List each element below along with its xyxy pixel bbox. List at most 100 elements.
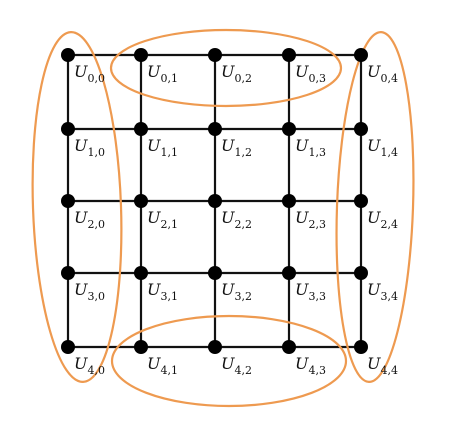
node-label-letter: U: [221, 208, 235, 227]
node-label-2-2: U2,2: [221, 208, 252, 231]
node-0-3: [282, 48, 296, 62]
node-label-3-3: U3,3: [295, 280, 326, 303]
node-4-2: [208, 340, 222, 354]
right-column-group: [335, 31, 415, 383]
node-label-letter: U: [147, 136, 161, 155]
node-label-letter: U: [221, 354, 235, 373]
node-4-4: [354, 340, 368, 354]
node-3-4: [354, 266, 368, 280]
node-label-0-4: U0,4: [367, 62, 398, 85]
node-label-letter: U: [74, 136, 88, 155]
node-3-0: [61, 266, 75, 280]
node-label-subscript: 0,1: [160, 72, 178, 85]
grid-nodes: [61, 48, 368, 354]
node-label-letter: U: [367, 280, 381, 299]
node-0-0: [61, 48, 75, 62]
node-2-0: [61, 194, 75, 208]
node-1-2: [208, 122, 222, 136]
node-label-subscript: 0,0: [87, 72, 105, 85]
node-label-subscript: 2,4: [380, 218, 398, 231]
node-label-letter: U: [74, 354, 88, 373]
node-1-1: [134, 122, 148, 136]
node-label-letter: U: [74, 280, 88, 299]
node-label-letter: U: [147, 208, 161, 227]
node-label-letter: U: [221, 62, 235, 81]
node-label-subscript: 4,4: [380, 364, 398, 377]
node-0-1: [134, 48, 148, 62]
node-label-letter: U: [221, 136, 235, 155]
node-label-2-1: U2,1: [147, 208, 178, 231]
node-label-subscript: 3,0: [87, 290, 105, 303]
node-1-4: [354, 122, 368, 136]
node-label-subscript: 4,0: [87, 364, 105, 377]
node-label-2-3: U2,3: [295, 208, 326, 231]
node-label-subscript: 1,3: [308, 146, 326, 159]
node-label-letter: U: [295, 354, 309, 373]
node-label-1-2: U1,2: [221, 136, 252, 159]
node-label-subscript: 1,1: [160, 146, 178, 159]
top-row-group: [109, 28, 343, 108]
node-2-2: [208, 194, 222, 208]
node-label-0-1: U0,1: [147, 62, 178, 85]
node-label-letter: U: [147, 62, 161, 81]
left-column-group: [31, 30, 123, 384]
node-label-letter: U: [147, 280, 161, 299]
node-label-subscript: 4,1: [160, 364, 178, 377]
node-label-letter: U: [74, 62, 88, 81]
node-label-subscript: 3,2: [234, 290, 252, 303]
node-label-subscript: 3,1: [160, 290, 178, 303]
node-3-1: [134, 266, 148, 280]
node-label-0-0: U0,0: [74, 62, 105, 85]
node-label-letter: U: [221, 280, 235, 299]
node-label-0-2: U0,2: [221, 62, 252, 85]
node-label-subscript: 0,2: [234, 72, 252, 85]
node-label-3-1: U3,1: [147, 280, 178, 303]
node-label-1-1: U1,1: [147, 136, 178, 159]
node-3-3: [282, 266, 296, 280]
node-2-3: [282, 194, 296, 208]
node-label-1-0: U1,0: [74, 136, 105, 159]
node-0-2: [208, 48, 222, 62]
node-1-0: [61, 122, 75, 136]
group-ellipses: [31, 28, 415, 408]
node-label-subscript: 2,1: [160, 218, 178, 231]
node-label-3-0: U3,0: [74, 280, 105, 303]
node-3-2: [208, 266, 222, 280]
node-label-subscript: 2,2: [234, 218, 252, 231]
node-label-subscript: 1,0: [87, 146, 105, 159]
node-label-letter: U: [295, 208, 309, 227]
node-label-4-0: U4,0: [74, 354, 105, 377]
node-label-subscript: 2,0: [87, 218, 105, 231]
node-label-subscript: 0,3: [308, 72, 326, 85]
node-label-letter: U: [295, 62, 309, 81]
node-label-subscript: 1,4: [380, 146, 398, 159]
node-label-letter: U: [367, 136, 381, 155]
node-label-subscript: 1,2: [234, 146, 252, 159]
node-label-letter: U: [367, 208, 381, 227]
node-label-2-0: U2,0: [74, 208, 105, 231]
node-label-4-4: U4,4: [367, 354, 398, 377]
bottom-row-group: [110, 314, 348, 408]
node-2-1: [134, 194, 148, 208]
node-label-subscript: 2,3: [308, 218, 326, 231]
node-label-4-1: U4,1: [147, 354, 178, 377]
node-1-3: [282, 122, 296, 136]
node-label-subscript: 4,2: [234, 364, 252, 377]
node-label-2-4: U2,4: [367, 208, 398, 231]
node-2-4: [354, 194, 368, 208]
node-label-letter: U: [367, 354, 381, 373]
node-label-subscript: 4,3: [308, 364, 326, 377]
node-label-letter: U: [367, 62, 381, 81]
node-label-4-2: U4,2: [221, 354, 252, 377]
node-label-1-4: U1,4: [367, 136, 398, 159]
node-labels: U0,0 U0,1 U0,2 U0,3 U0,4U1,0 U1,1 U1,2 U1,3 U1,4…: [74, 62, 398, 377]
node-0-4: [354, 48, 368, 62]
node-4-0: [61, 340, 75, 354]
node-label-subscript: 3,4: [380, 290, 398, 303]
node-label-3-4: U3,4: [367, 280, 398, 303]
node-4-3: [282, 340, 296, 354]
node-label-letter: U: [295, 136, 309, 155]
node-label-3-2: U3,2: [221, 280, 252, 303]
node-label-1-3: U1,3: [295, 136, 326, 159]
